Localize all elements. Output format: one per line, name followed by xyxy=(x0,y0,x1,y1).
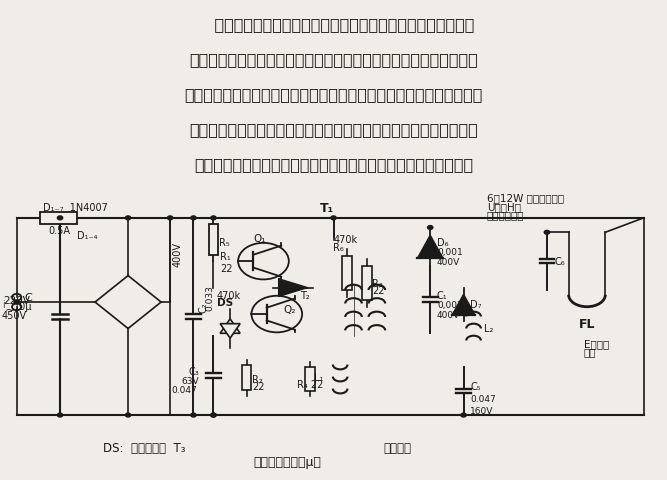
Circle shape xyxy=(125,413,131,417)
Text: R₆: R₆ xyxy=(334,242,344,252)
Text: R₂: R₂ xyxy=(252,374,263,384)
Text: D₁₋₇  1N4007: D₁₋₇ 1N4007 xyxy=(43,203,108,213)
Text: ~: ~ xyxy=(5,303,15,316)
Circle shape xyxy=(167,216,173,220)
Text: Q₂: Q₂ xyxy=(283,305,296,314)
Text: 10μ: 10μ xyxy=(13,301,32,311)
Text: 入家电市场，并进入千家万户。这种高频电子镇流器近年在市场已有: 入家电市场，并进入千家万户。这种高频电子镇流器近年在市场已有 xyxy=(189,52,478,67)
Text: 400V: 400V xyxy=(437,257,460,266)
Text: 63V: 63V xyxy=(181,376,199,385)
Text: 注：电容单位为μ。: 注：电容单位为μ。 xyxy=(253,455,321,468)
Text: C₁: C₁ xyxy=(437,290,448,300)
Text: 470k: 470k xyxy=(334,235,358,245)
Text: 装有各种异形三基色荧光灯的高效节能灯具，已越来越多地投: 装有各种异形三基色荧光灯的高效节能灯具，已越来越多地投 xyxy=(192,17,475,32)
Text: i: i xyxy=(2,300,5,310)
Bar xyxy=(209,225,218,255)
Text: C: C xyxy=(24,293,32,302)
Text: C₃: C₃ xyxy=(188,366,199,376)
Text: C₆: C₆ xyxy=(555,257,566,266)
Text: 22: 22 xyxy=(220,264,233,274)
Text: D₆: D₆ xyxy=(437,238,448,247)
Text: 0.5A: 0.5A xyxy=(48,226,70,235)
Text: R₃: R₃ xyxy=(372,278,383,288)
Text: 0.047: 0.047 xyxy=(171,385,197,395)
Circle shape xyxy=(125,216,131,220)
Circle shape xyxy=(211,413,216,417)
Bar xyxy=(40,213,77,224)
Text: 0,001: 0,001 xyxy=(437,248,463,256)
Circle shape xyxy=(461,413,466,417)
Bar xyxy=(342,257,352,290)
Text: L₁: L₁ xyxy=(314,372,323,382)
Text: D₇: D₇ xyxy=(470,300,482,310)
Text: 6～12W 三基色荧光管: 6～12W 三基色荧光管 xyxy=(487,193,564,203)
Text: DS: DS xyxy=(217,298,233,307)
Circle shape xyxy=(191,216,196,220)
Text: 出售，优点是省电并重量轻、无闪烁，还能低电压启动等等；惜乎此类: 出售，优点是省电并重量轻、无闪烁，还能低电压启动等等；惜乎此类 xyxy=(184,87,483,102)
Text: R₁: R₁ xyxy=(220,252,231,262)
Text: 220V: 220V xyxy=(3,295,30,305)
Text: C₂: C₂ xyxy=(198,302,208,312)
Text: 400V: 400V xyxy=(437,310,460,319)
Bar xyxy=(305,368,315,391)
Text: R₅: R₅ xyxy=(219,238,229,247)
Polygon shape xyxy=(452,295,475,315)
Polygon shape xyxy=(220,324,240,338)
Text: FL: FL xyxy=(579,317,595,331)
Circle shape xyxy=(57,216,63,220)
Text: 400V: 400V xyxy=(172,242,182,267)
Text: 0.033: 0.033 xyxy=(205,285,214,311)
Text: U型或H型: U型或H型 xyxy=(487,202,521,211)
Circle shape xyxy=(211,413,216,417)
Text: T₁: T₁ xyxy=(319,201,334,215)
Text: 镇流器损坏率高，一旦损坏即于废弃实为可惜。笔者对此类灯具和镇: 镇流器损坏率高，一旦损坏即于废弃实为可惜。笔者对此类灯具和镇 xyxy=(189,122,478,137)
Text: R₄ 22: R₄ 22 xyxy=(297,379,323,389)
Circle shape xyxy=(57,413,63,417)
Text: 22: 22 xyxy=(372,286,385,295)
Text: 磁环电感: 磁环电感 xyxy=(384,441,412,454)
Circle shape xyxy=(544,231,550,235)
Text: D₁₋₄: D₁₋₄ xyxy=(77,230,97,240)
Text: 450V: 450V xyxy=(1,310,27,320)
Text: L₂: L₂ xyxy=(484,324,493,334)
Text: 电感: 电感 xyxy=(584,347,596,356)
Text: 0.047: 0.047 xyxy=(470,394,496,403)
Text: C₅: C₅ xyxy=(470,382,481,391)
Circle shape xyxy=(191,413,196,417)
Text: 流器有过多次接触，现将随修体会整理如下，供广大爱好者参考。: 流器有过多次接触，现将随修体会整理如下，供广大爱好者参考。 xyxy=(194,157,473,172)
Bar xyxy=(362,266,372,300)
Text: Q₁: Q₁ xyxy=(253,234,266,243)
Text: 22: 22 xyxy=(252,382,265,391)
Circle shape xyxy=(14,300,19,304)
Bar xyxy=(242,365,251,391)
Text: DS:  触发二极管  T₃: DS: 触发二极管 T₃ xyxy=(103,441,186,454)
Text: 470k: 470k xyxy=(217,290,241,300)
Polygon shape xyxy=(220,319,240,334)
Polygon shape xyxy=(418,236,443,259)
Text: T₂: T₂ xyxy=(300,290,310,300)
Text: 160V: 160V xyxy=(470,406,494,415)
Text: E型磁芯: E型磁芯 xyxy=(584,338,609,348)
Text: 0,0022: 0,0022 xyxy=(437,300,468,309)
Circle shape xyxy=(331,216,336,220)
Text: （不含氖泡）: （不含氖泡） xyxy=(487,210,524,219)
Polygon shape xyxy=(279,279,307,297)
Circle shape xyxy=(211,216,216,220)
Circle shape xyxy=(428,226,433,230)
